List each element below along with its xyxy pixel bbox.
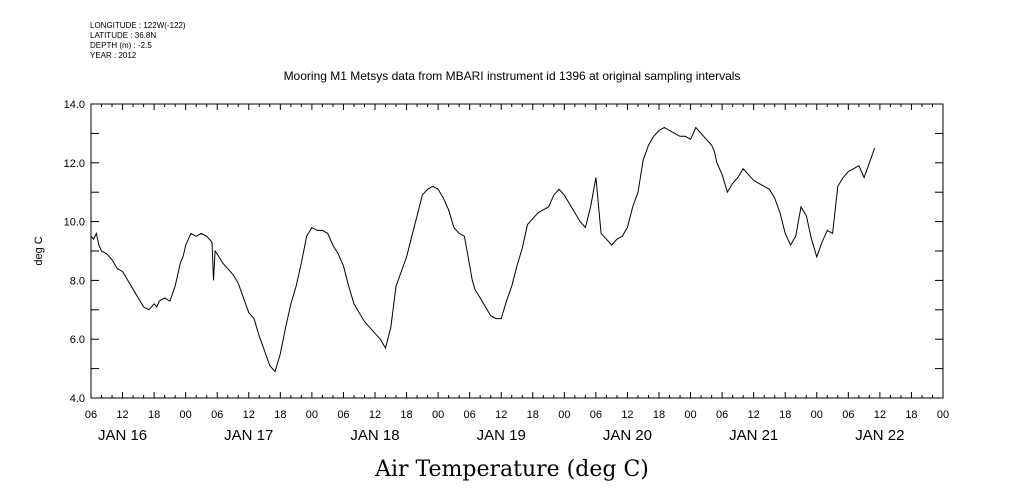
x-tick-label: 18 <box>905 409 917 421</box>
x-tick-label: 06 <box>842 409 854 421</box>
x-tick-label: 00 <box>432 409 444 421</box>
x-tick-label: 18 <box>148 409 160 421</box>
y-tick-label: 12.0 <box>64 158 85 170</box>
x-tick-label: 12 <box>116 409 128 421</box>
x-tick-label: 18 <box>779 409 791 421</box>
x-tick-label: 12 <box>495 409 507 421</box>
x-tick-label: 12 <box>243 409 255 421</box>
date-label: JAN 16 <box>98 427 147 444</box>
x-tick-label: 00 <box>937 409 949 421</box>
x-tick-label: 12 <box>874 409 886 421</box>
x-tick-label: 06 <box>85 409 97 421</box>
y-tick-label: 8.0 <box>70 275 85 287</box>
date-label: JAN 19 <box>477 427 526 444</box>
x-tick-label: 12 <box>621 409 633 421</box>
x-tick-label: 18 <box>653 409 665 421</box>
longitude-label: LONGITUDE : 122W(-122) <box>90 21 186 30</box>
x-tick-label: 06 <box>464 409 476 421</box>
date-label: JAN 21 <box>729 427 778 444</box>
x-tick-label: 00 <box>180 409 192 421</box>
date-label: JAN 17 <box>224 427 273 444</box>
x-tick-label: 00 <box>558 409 570 421</box>
date-label: JAN 18 <box>350 427 399 444</box>
y-tick-label: 4.0 <box>70 393 85 405</box>
x-tick-label: 00 <box>306 409 318 421</box>
x-tick-label: 00 <box>811 409 823 421</box>
location-metadata: LONGITUDE : 122W(-122) LATITUDE : 36.8N … <box>90 21 186 61</box>
air-temperature-series-line <box>90 126 876 373</box>
chart-caption: Air Temperature (deg C) <box>374 457 649 482</box>
y-axis-label: deg C <box>33 236 45 265</box>
date-labels: JAN 16 JAN 17 JAN 18 JAN 19 JAN 20 JAN 21 JAN … <box>98 427 905 444</box>
depth-label: DEPTH (m) : -2.5 <box>90 41 152 50</box>
axis-ticks <box>90 103 944 399</box>
x-tick-label: 12 <box>369 409 381 421</box>
x-tick-label: 00 <box>684 409 696 421</box>
x-tick-label: 18 <box>527 409 539 421</box>
x-tick-labels: 06 12 18 00 06 12 18 00 06 12 18 00 06 12 18 00 06 12 18 00… <box>85 409 949 421</box>
date-label: JAN 20 <box>603 427 652 444</box>
x-tick-label: 06 <box>211 409 223 421</box>
year-label: YEAR : 2012 <box>90 51 137 60</box>
latitude-label: LATITUDE : 36.8N <box>90 31 157 40</box>
x-tick-label: 06 <box>590 409 602 421</box>
x-tick-label: 12 <box>748 409 760 421</box>
x-tick-label: 06 <box>716 409 728 421</box>
x-tick-label: 18 <box>274 409 286 421</box>
y-tick-label: 10.0 <box>64 217 85 229</box>
y-tick-labels: 4.0 6.0 8.0 10.0 12.0 14.0 <box>64 99 85 405</box>
chart-title: Mooring M1 Metsys data from MBARI instru… <box>284 69 741 83</box>
date-label: JAN 22 <box>855 427 904 444</box>
y-tick-label: 14.0 <box>64 99 85 111</box>
x-tick-label: 18 <box>400 409 412 421</box>
x-tick-label: 06 <box>337 409 349 421</box>
y-tick-label: 6.0 <box>70 334 85 346</box>
